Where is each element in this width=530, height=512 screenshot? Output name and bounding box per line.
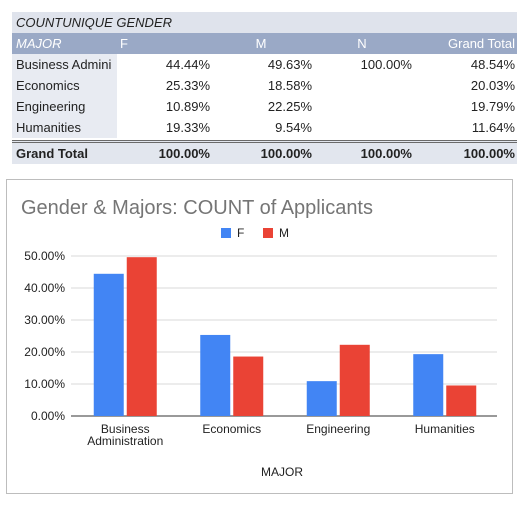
cell-grand-total[interactable]: 48.54% xyxy=(470,57,515,72)
cell-f[interactable]: 44.44% xyxy=(165,57,210,72)
row-label[interactable]: Engineering xyxy=(12,96,117,117)
y-tick-label: 0.00% xyxy=(31,409,65,423)
x-tick-label: Humanities xyxy=(415,422,475,436)
bar-f[interactable] xyxy=(413,354,444,416)
cell-grand-total[interactable]: 11.64% xyxy=(471,120,515,135)
x-tick-label: Business Administration xyxy=(87,422,163,448)
cell-n[interactable] xyxy=(312,96,412,117)
x-axis-title: MAJOR xyxy=(261,465,303,479)
cell-m[interactable]: 18.58% xyxy=(267,78,312,93)
cell-f[interactable]: 19.33% xyxy=(165,120,210,135)
cell-grand-total[interactable]: 19.79% xyxy=(470,99,515,114)
row-label[interactable]: Humanities xyxy=(12,117,117,138)
cell-n[interactable] xyxy=(312,117,412,138)
header-major[interactable]: MAJOR xyxy=(16,36,62,51)
y-tick-label: 40.00% xyxy=(24,281,65,295)
grand-total-label[interactable]: Grand Total xyxy=(16,146,88,161)
pivot-title[interactable]: COUNTUNIQUE GENDER xyxy=(16,15,173,30)
total-m[interactable]: 100.00% xyxy=(260,146,312,161)
chart-bars xyxy=(93,257,477,416)
table-row: Economics 25.33% 18.58% 20.03% xyxy=(12,75,517,96)
chart-title: Gender & Majors: COUNT of Applicants xyxy=(21,197,373,219)
cell-n[interactable]: 100.00% xyxy=(360,57,412,72)
y-tick-label: 10.00% xyxy=(24,377,65,391)
y-tick-label: 30.00% xyxy=(24,313,65,327)
cell-m[interactable]: 9.54% xyxy=(275,120,312,135)
bar-f[interactable] xyxy=(93,273,124,416)
cell-grand-total[interactable]: 20.03% xyxy=(470,78,515,93)
legend-swatch-m xyxy=(263,228,273,238)
legend-label-f: F xyxy=(237,226,244,240)
legend-swatch-f xyxy=(221,228,231,238)
cell-m[interactable]: 49.63% xyxy=(267,57,312,72)
y-tick-label: 50.00% xyxy=(24,249,65,263)
total-grand-total[interactable]: 100.00% xyxy=(463,146,515,161)
grand-total-row: Grand Total 100.00% 100.00% 100.00% 100.… xyxy=(12,140,517,164)
row-label[interactable]: Business Admini xyxy=(12,54,117,75)
bar-f[interactable] xyxy=(306,381,337,416)
x-tick-label: Engineering xyxy=(306,422,370,436)
header-f[interactable]: F xyxy=(120,36,128,51)
pivot-header-row: MAJOR F M N Grand Total xyxy=(12,33,517,54)
cell-m[interactable]: 22.25% xyxy=(267,99,312,114)
header-n[interactable]: N xyxy=(357,36,367,51)
pivot-title-row: COUNTUNIQUE GENDER xyxy=(12,12,517,33)
cell-f[interactable]: 25.33% xyxy=(165,78,210,93)
cell-n[interactable] xyxy=(312,75,412,96)
bar-m[interactable] xyxy=(126,257,157,416)
bar-m[interactable] xyxy=(339,344,370,416)
table-row: Engineering 10.89% 22.25% 19.79% xyxy=(12,96,517,117)
bar-f[interactable] xyxy=(200,334,231,416)
bar-m[interactable] xyxy=(446,385,477,416)
y-axis: 0.00% 10.00% 20.00% 30.00% 40.00% 50.00% xyxy=(24,249,65,423)
pivot-table: COUNTUNIQUE GENDER MAJOR F M N Grand Tot… xyxy=(12,12,517,164)
row-label[interactable]: Economics xyxy=(12,75,117,96)
x-axis: Business Administration Economics Engineeri… xyxy=(87,422,475,448)
table-row: Business Admini 44.44% 49.63% 100.00% 48… xyxy=(12,54,517,75)
cell-f[interactable]: 10.89% xyxy=(165,99,210,114)
y-tick-label: 20.00% xyxy=(24,345,65,359)
table-row: Humanities 19.33% 9.54% 11.64% xyxy=(12,117,517,138)
header-m[interactable]: M xyxy=(255,36,267,51)
bar-m[interactable] xyxy=(233,356,264,416)
legend-label-m: M xyxy=(279,226,289,240)
header-grand-total[interactable]: Grand Total xyxy=(448,36,515,51)
x-tick-label: Economics xyxy=(202,422,261,436)
total-f[interactable]: 100.00% xyxy=(158,146,210,161)
total-n[interactable]: 100.00% xyxy=(360,146,412,161)
